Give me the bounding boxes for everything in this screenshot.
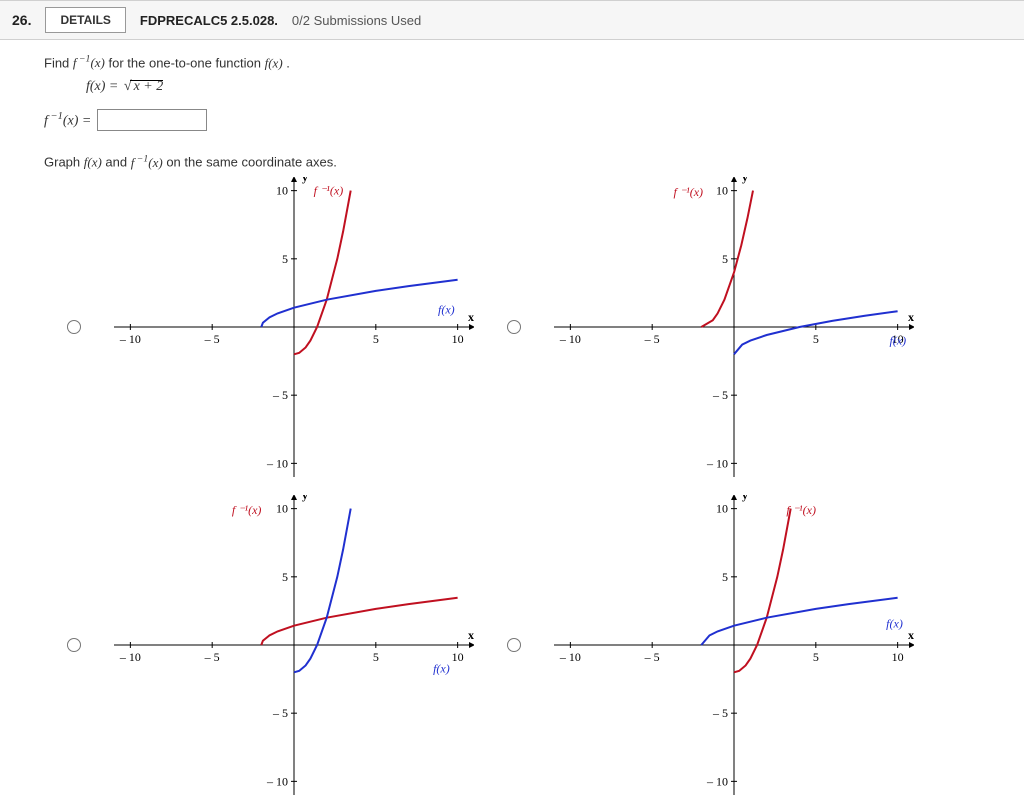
graph-option-radio-cell [67,495,81,795]
chart-option-D: – 10 – 10 – 5 – 5 5 5 10 10 x y f(x) f ⁻¹(x) [554,495,914,795]
graph-options-grid: – 10– 10– 5– 5551010xyf(x)f ⁻¹(x)– 10– 1… [54,177,980,795]
svg-text:– 10: – 10 [266,456,288,470]
svg-text:f ⁻¹(x): f ⁻¹(x) [314,183,344,197]
svg-text:– 10: – 10 [119,332,141,346]
svg-text:– 5: – 5 [204,650,220,664]
question-number: 26. [12,12,31,28]
svg-text:5: 5 [722,251,728,265]
graph-option-radio-cell [67,177,81,477]
function-definition: f(x) = √x + 2 [86,79,980,95]
svg-text:– 5: – 5 [712,706,728,720]
svg-text:– 5: – 5 [272,388,288,402]
svg-text:5: 5 [282,569,288,583]
svg-text:– 10: – 10 [266,774,288,788]
svg-text:f(x): f(x) [433,661,450,675]
svg-text:f ⁻¹(x): f ⁻¹(x) [786,503,816,517]
question-header: 26. DETAILS FDPRECALC5 2.5.028. 0/2 Subm… [0,0,1024,40]
submissions-used: 0/2 Submissions Used [292,13,421,28]
svg-text:– 5: – 5 [712,388,728,402]
svg-text:x: x [908,628,914,642]
svg-text:f(x): f(x) [886,616,903,630]
book-reference: FDPRECALC5 2.5.028. [140,13,278,28]
svg-text:5: 5 [813,332,819,346]
svg-text:– 5: – 5 [272,706,288,720]
svg-text:x: x [468,628,474,642]
graph-option-cell-D: – 10 – 10 – 5 – 5 5 5 10 10 x y f(x) f ⁻¹(x) [554,495,914,795]
chart-option-B: – 10– 10– 5– 5551010xyf(x)f ⁻¹(x) [554,177,914,477]
question-content: Find f −1(x) for the one-to-one function… [0,40,1024,809]
svg-text:f(x): f(x) [438,302,455,316]
svg-text:y: y [742,495,748,502]
graph-option-radio-B[interactable] [507,320,521,334]
finv-symbol: f −1(x) [73,55,105,70]
details-button[interactable]: DETAILS [45,7,125,33]
svg-text:10: 10 [716,501,728,515]
graph-option-radio-cell [507,495,521,795]
svg-text:– 10: – 10 [559,650,581,664]
answer-lhs: f −1(x) = [44,111,91,130]
svg-text:y: y [302,495,308,502]
svg-text:– 5: – 5 [644,650,660,664]
graph-option-radio-A[interactable] [67,320,81,334]
svg-text:10: 10 [276,501,288,515]
graph-option-radio-C[interactable] [67,638,81,652]
svg-text:– 10: – 10 [119,650,141,664]
finv-symbol-2: f −1(x) [131,155,163,170]
svg-text:10: 10 [892,650,904,664]
svg-text:10: 10 [452,332,464,346]
graph-option-radio-cell [507,177,521,477]
svg-text:f(x): f(x) [889,333,906,347]
svg-text:y: y [302,177,308,184]
svg-text:5: 5 [373,332,379,346]
svg-text:– 5: – 5 [204,332,220,346]
svg-text:10: 10 [276,183,288,197]
chart-option-C: – 10 – 10 – 5 – 5 5 5 10 10 x y f(x) f ⁻¹(x) [114,495,474,795]
svg-text:f ⁻¹(x): f ⁻¹(x) [232,503,262,517]
svg-text:5: 5 [282,251,288,265]
svg-text:– 10: – 10 [706,456,728,470]
graph-option-radio-D[interactable] [507,638,521,652]
answer-row: f −1(x) = [44,109,980,131]
graph-option-cell-C: – 10 – 10 – 5 – 5 5 5 10 10 x y f(x) f ⁻¹(x) [114,495,474,795]
svg-text:– 10: – 10 [706,774,728,788]
sqrt-expression: √x + 2 [122,79,163,95]
inverse-answer-input[interactable] [97,109,207,131]
svg-text:5: 5 [722,569,728,583]
svg-text:x: x [468,310,474,324]
graph-option-cell-B: – 10– 10– 5– 5551010xyf(x)f ⁻¹(x) [554,177,914,477]
svg-text:f ⁻¹(x): f ⁻¹(x) [673,185,703,199]
graph-prompt: Graph f(x) and f −1(x) on the same coord… [44,153,980,170]
svg-text:5: 5 [813,650,819,664]
svg-text:– 5: – 5 [644,332,660,346]
svg-text:5: 5 [373,650,379,664]
svg-text:10: 10 [716,183,728,197]
svg-text:10: 10 [452,650,464,664]
svg-text:– 10: – 10 [559,332,581,346]
svg-text:x: x [908,310,914,324]
find-inverse-prompt: Find f −1(x) for the one-to-one function… [44,54,980,71]
chart-option-A: – 10 – 10 – 5 – 5 5 5 10 10 x y f(x) f ⁻¹(x) [114,177,474,477]
graph-option-cell-A: – 10 – 10 – 5 – 5 5 5 10 10 x y f(x) f ⁻¹(x) [114,177,474,477]
svg-text:y: y [742,177,748,184]
